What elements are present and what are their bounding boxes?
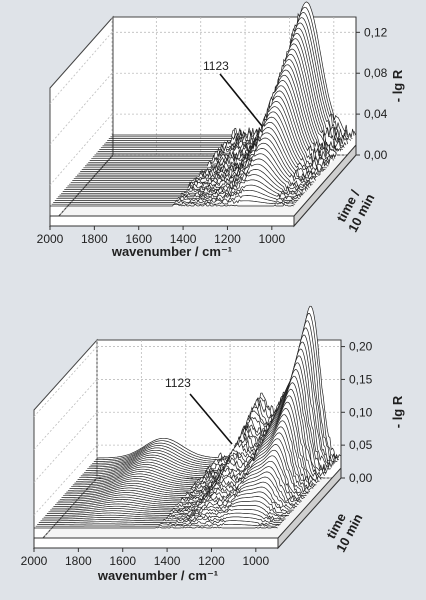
spectrum-line bbox=[42, 508, 286, 520]
chart-top-zlabel: time / 10 min bbox=[333, 187, 377, 235]
spectrum-fill bbox=[37, 520, 282, 525]
y-tick-label: 0,00 bbox=[364, 148, 388, 162]
y-tick-label: 0,12 bbox=[364, 25, 388, 39]
x-tick-label: 1600 bbox=[125, 232, 152, 246]
spectrum-line bbox=[64, 158, 309, 191]
spectrum-line bbox=[110, 6, 355, 138]
x-tick-label: 2000 bbox=[37, 232, 64, 246]
chart-bottom-spectra bbox=[34, 305, 341, 529]
spectrum-line bbox=[96, 53, 341, 155]
spectrum-line bbox=[66, 432, 311, 493]
spectrum-line bbox=[81, 101, 326, 171]
spectrum-line bbox=[46, 496, 291, 515]
x-tick-label: 1200 bbox=[198, 554, 225, 568]
spectrum-line bbox=[99, 43, 343, 151]
spectrum-line bbox=[58, 460, 302, 502]
chart-bottom-y-ticks: 0,00 0,05 0,10 0,15 0,20 bbox=[340, 340, 373, 485]
spectrum-line bbox=[54, 188, 299, 202]
spectrum-line bbox=[43, 505, 288, 518]
y-tick-label: 0,05 bbox=[349, 438, 373, 452]
spectrum-line bbox=[45, 500, 289, 516]
chart-top-front-base bbox=[49, 215, 295, 227]
x-tick-label: 1800 bbox=[65, 554, 92, 568]
spectrum-line bbox=[37, 520, 281, 525]
y-tick-label: 0,15 bbox=[349, 372, 373, 386]
spectrum-line bbox=[65, 153, 310, 189]
x-tick-label: 1000 bbox=[242, 554, 269, 568]
chart-bottom-annotation: 1123 bbox=[165, 376, 191, 390]
spectrum-line bbox=[89, 74, 334, 162]
spectrum-line bbox=[67, 148, 312, 187]
spectrum-line bbox=[76, 395, 320, 482]
x-tick-label: 1200 bbox=[214, 232, 241, 246]
chart-top-annotation: 1123 bbox=[203, 59, 229, 73]
spectrum-line bbox=[77, 388, 322, 481]
spectrum-line bbox=[75, 121, 320, 179]
spectrum-line bbox=[62, 163, 307, 193]
chart-top: 2000 1800 1600 1400 1200 1000 0,00 0,04 0,08 0,1… bbox=[37, 1, 405, 259]
x-tick-label: 1400 bbox=[154, 554, 181, 568]
spectrum-line bbox=[72, 132, 317, 182]
spectrum-line bbox=[63, 444, 307, 497]
x-tick-label: 1000 bbox=[258, 232, 285, 246]
spectrum-line bbox=[64, 438, 309, 495]
spectrum-line bbox=[71, 414, 315, 488]
spectrum-line bbox=[40, 512, 285, 522]
spectrum-line bbox=[85, 90, 329, 167]
spectrum-line bbox=[69, 142, 313, 186]
chart-top-xlabel: wavenumber / cm⁻¹ bbox=[111, 244, 232, 259]
chart-bottom-zlabel: time 10 min bbox=[323, 511, 365, 555]
chart-bottom-ylabel: - lg R bbox=[390, 395, 405, 428]
y-tick-label: 0,00 bbox=[349, 471, 373, 485]
spectrum-line bbox=[61, 169, 305, 194]
chart-top-spectra bbox=[50, 1, 356, 207]
spectrum-line bbox=[70, 137, 315, 184]
chart-top-y-ticks: 0,00 0,04 0,08 0,12 bbox=[355, 17, 388, 162]
chart-bottom-front-base bbox=[33, 537, 279, 549]
spectrum-line bbox=[107, 17, 352, 142]
spectrum-line bbox=[77, 116, 321, 177]
spectrum-line bbox=[72, 408, 317, 486]
x-tick-label: 1600 bbox=[109, 554, 136, 568]
x-tick-label: 1800 bbox=[81, 232, 108, 246]
chart-top-ylabel: - lg R bbox=[390, 69, 405, 102]
spectrum-line bbox=[83, 95, 327, 169]
spectrum-line bbox=[50, 486, 294, 511]
spectrum-line bbox=[108, 12, 353, 140]
spectrum-line bbox=[57, 179, 302, 198]
chart-bottom-x-ticks: 2000 1800 1600 1400 1200 1000 bbox=[21, 548, 269, 568]
spectrum-line bbox=[48, 491, 293, 513]
chart-bottom: 2000 1800 1600 1400 1200 1000 0,00 0,05 0,10 0,1… bbox=[21, 305, 405, 583]
y-tick-label: 0,10 bbox=[349, 405, 373, 419]
spectrum-fill bbox=[53, 195, 298, 203]
spectrum-line bbox=[78, 111, 323, 175]
chart-bottom-annotation-line bbox=[189, 393, 233, 445]
spectrum-line bbox=[67, 426, 312, 492]
chart-bottom-xlabel: wavenumber / cm⁻¹ bbox=[97, 568, 218, 583]
x-tick-label: 1400 bbox=[170, 232, 197, 246]
spectrum-line bbox=[35, 522, 280, 527]
y-tick-label: 0,20 bbox=[349, 340, 373, 354]
chart-top-annotation-line bbox=[219, 73, 263, 127]
spectrum-line bbox=[53, 476, 297, 507]
spectrum-line bbox=[50, 203, 294, 207]
chart-top-x-ticks: 2000 1800 1600 1400 1200 1000 bbox=[37, 226, 285, 246]
spectrum-line bbox=[74, 401, 319, 485]
y-tick-label: 0,08 bbox=[364, 66, 388, 80]
spectrum-line bbox=[38, 516, 283, 524]
spectrum-line bbox=[59, 174, 304, 196]
y-tick-label: 0,04 bbox=[364, 107, 388, 121]
spectrum-line bbox=[56, 184, 300, 200]
spectrum-line bbox=[51, 199, 296, 205]
x-tick-label: 2000 bbox=[21, 554, 48, 568]
spectrum-line bbox=[53, 195, 297, 203]
spectrum-line bbox=[92, 64, 337, 159]
spectrum-line bbox=[34, 526, 278, 529]
spectrum-line bbox=[55, 471, 299, 506]
spectrum-line bbox=[61, 449, 306, 499]
spectrum-fill bbox=[35, 523, 280, 527]
spectrum-line bbox=[69, 420, 314, 490]
